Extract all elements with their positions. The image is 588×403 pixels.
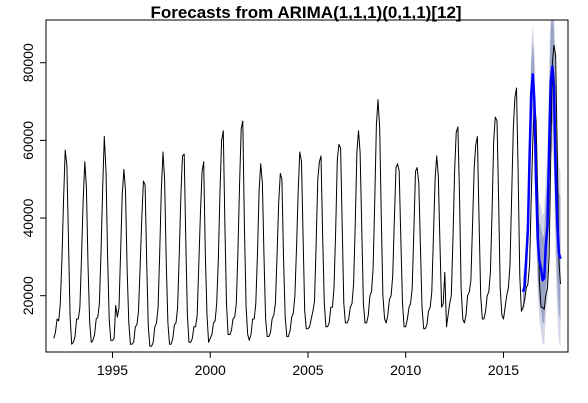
plot-frame [45, 19, 569, 353]
history-series-line [53, 44, 561, 347]
y-tick-label: 20000 [20, 276, 36, 315]
y-tick-label: 80000 [20, 43, 36, 82]
x-tick-label: 1995 [97, 362, 128, 378]
y-tick-label: 60000 [20, 121, 36, 160]
x-tick-label: 2005 [292, 362, 323, 378]
x-tick-label: 2015 [488, 362, 519, 378]
plot-area [53, 20, 562, 347]
forecast-series-line [521, 65, 562, 293]
chart-title: Forecasts from ARIMA(1,1,1)(0,1,1)[12] [150, 3, 461, 22]
x-axis: 1995 2000 2005 2010 2015 [97, 352, 519, 378]
x-tick-label: 2010 [390, 362, 421, 378]
x-tick-label: 2000 [195, 362, 226, 378]
y-axis: 20000 40000 60000 80000 [20, 43, 46, 315]
y-tick-label: 40000 [20, 198, 36, 237]
